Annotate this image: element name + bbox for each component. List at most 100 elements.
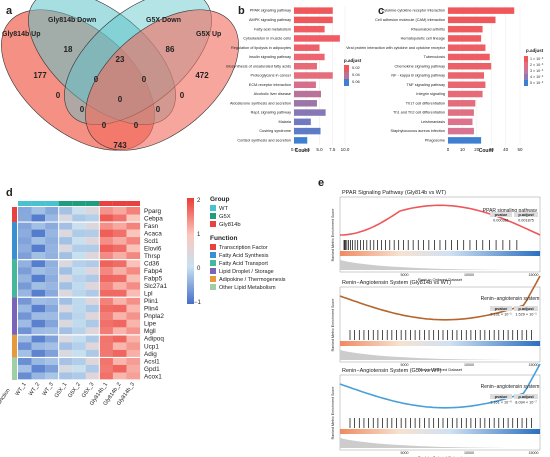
function-annotation-bar (12, 222, 17, 260)
gene-label: Plin1 (144, 298, 159, 305)
panel-c-legend-tick: 5 × 10⁻³ (530, 81, 544, 85)
heatmap-cell (126, 259, 141, 268)
heatmap-cell (72, 214, 86, 223)
heatmap-cell (112, 297, 127, 305)
heatmap-cell (85, 372, 100, 381)
function-legend-swatch (210, 284, 216, 290)
function-legend-label: Lipid Droplet / Storage (219, 269, 274, 275)
x-tick-label: 0 (447, 147, 450, 152)
bar-label: Aldosterone synthesis and secretion (230, 101, 291, 105)
heatmap-cell (112, 289, 127, 298)
heatmap-cell (58, 282, 73, 290)
bar (294, 127, 321, 135)
heatmap-cell (58, 259, 73, 268)
heatmap-cell (45, 282, 59, 290)
group-annotation-cell (126, 201, 140, 206)
bar (448, 100, 476, 107)
heatmap-cell (126, 252, 141, 260)
heatmap-cell (31, 312, 46, 320)
bar-label: Chemokine signaling pathway (395, 64, 446, 68)
heatmap-cell (45, 342, 59, 351)
heatmap-cell (112, 372, 127, 381)
gsea-plot-title: Renin−Angiotensin System (G5X vs WT) (342, 368, 442, 374)
heatmap-cell (58, 252, 73, 260)
bar (294, 109, 326, 116)
gsea-plot: Renin−Angiotensin System (Gly814b vs WT)… (331, 275, 541, 372)
function-annotation-bar (12, 334, 17, 358)
rank-strip (340, 251, 540, 256)
bar-label: ECM-receptor interaction (249, 83, 291, 87)
heatmap-cell (112, 304, 127, 313)
group-legend-swatch (210, 213, 216, 219)
heatmap-cell (99, 334, 113, 343)
heatmap-cell (18, 349, 32, 358)
gene-label: Cd36 (144, 261, 160, 268)
heatmap-cell (99, 372, 113, 381)
bar-label: Insulin signaling pathway (249, 55, 291, 59)
heatmap-cell (99, 282, 113, 290)
heatmap-cell (112, 312, 127, 320)
gsea-xtick: 5000 (401, 273, 409, 277)
heatmap-cell (31, 282, 46, 290)
function-legend-label: Fatty Acid Transport (219, 261, 268, 267)
heatmap-cell (85, 327, 100, 335)
panel-b-legend-tick: 0.04 (352, 72, 361, 77)
heatmap-cell (72, 312, 86, 320)
bar (448, 7, 515, 14)
group-annotation-cell (112, 201, 127, 206)
group-annotation-cell (31, 201, 46, 206)
heatmap-cell (112, 357, 127, 366)
heatmap-cell (72, 342, 86, 351)
panel-c-bar-chart: 0 10 20 30 40 50 Cytokine-cytokine receptor in… (346, 6, 523, 152)
heatmap-cell (58, 319, 73, 328)
heatmap-cell (126, 319, 141, 328)
x-tick-label: 2.5 (304, 147, 311, 152)
heatmap-cell (126, 244, 141, 253)
gsea-frame (339, 196, 541, 273)
heatmap-cell (18, 304, 32, 313)
function-legend-swatch (210, 268, 216, 274)
heatmap-cell (45, 222, 59, 230)
heatmap-cell (85, 349, 100, 358)
heatmap-cell (126, 327, 141, 335)
legend-scale-tick: 1 (197, 232, 201, 238)
heatmap-cell (126, 372, 141, 381)
venn-label-gly814b-up: Gly814b Up (2, 31, 41, 38)
heatmap-cell (99, 312, 113, 320)
heatmap-cell (72, 207, 86, 215)
panel-c-legend-swatch (524, 56, 528, 62)
heatmap-cell (72, 364, 86, 373)
heatmap-cell (72, 222, 86, 230)
heatmap-cell (72, 244, 86, 253)
bar (294, 72, 333, 79)
heatmap-cell (112, 364, 127, 373)
heatmap-cell (45, 207, 59, 215)
heatmap-cell (112, 244, 127, 253)
function-legend-label: Other Lipid Metabolism (219, 285, 276, 291)
gene-label: Gpd1 (144, 366, 160, 373)
bar-label: Cytoskeleton in muscle cells (243, 37, 291, 41)
heatmap-cell (99, 297, 113, 305)
heatmap-cell (45, 319, 59, 328)
venn-count: 472 (195, 71, 209, 80)
heatmap-cell (58, 364, 73, 373)
stats-pvalue: 1.161 × 10⁻⁶ (490, 401, 512, 405)
bar (448, 137, 482, 144)
panel-b-bar-chart: 0.0 2.5 5.0 7.5 10.0 PPAR signaling pathway AM… (226, 6, 350, 152)
bar (448, 127, 474, 135)
stats-header: pvalue (495, 212, 508, 217)
panel-b-legend-title: p.adjust (344, 58, 362, 63)
heatmap-cell (58, 327, 73, 335)
venn-count: 177 (33, 71, 47, 80)
heatmap-cell (99, 289, 113, 298)
heatmap-cell (58, 357, 73, 366)
heatmap-cell (112, 229, 127, 238)
gene-label: Cebpa (144, 215, 163, 222)
bar-label: Proteoglycans in cancer (250, 74, 291, 78)
heatmap-cell (126, 349, 141, 358)
heatmap-cell (45, 364, 59, 373)
x-tick-label: 50 (517, 147, 523, 152)
venn-count: 0 (118, 95, 123, 104)
function-legend-label: Adipokine / Thermogenesis (219, 277, 286, 283)
heatmap-cell (45, 244, 59, 253)
